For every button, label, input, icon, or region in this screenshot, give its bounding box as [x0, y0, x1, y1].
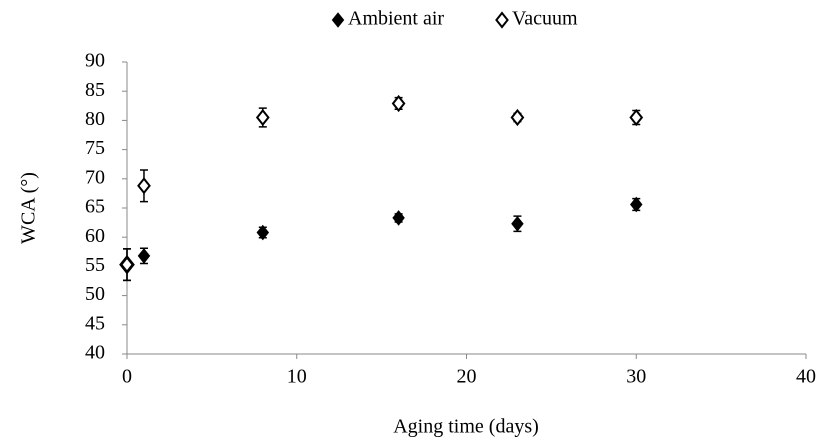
y-tick-label: 90	[85, 50, 105, 72]
legend-marker	[331, 12, 345, 28]
data-point	[392, 210, 405, 226]
y-tick-label: 80	[85, 108, 105, 130]
data-point	[391, 94, 406, 113]
data-point	[137, 248, 151, 264]
data-point	[255, 108, 270, 127]
y-tick-label: 40	[85, 342, 105, 364]
x-tick-label: 10	[287, 366, 307, 388]
data-point	[120, 256, 134, 274]
x-tick-label: 0	[122, 366, 132, 388]
legend-label: Ambient air	[348, 8, 444, 30]
data-point	[630, 196, 643, 213]
x-tick-label: 20	[457, 366, 477, 388]
y-tick-label: 50	[85, 283, 105, 305]
data-point	[137, 177, 151, 195]
data-point	[256, 224, 270, 241]
data-point	[510, 108, 525, 127]
data-point	[511, 215, 524, 232]
y-tick-label: 45	[85, 312, 105, 334]
y-tick-label: 55	[85, 254, 105, 276]
y-tick-label: 70	[85, 166, 105, 188]
data-point	[629, 108, 644, 127]
y-tick-label: 65	[85, 196, 105, 218]
legend-marker	[495, 11, 509, 29]
y-tick-label: 60	[85, 225, 105, 247]
y-tick-label: 75	[85, 137, 105, 159]
x-axis-label: Aging time (days)	[393, 416, 539, 438]
x-tick-label: 40	[796, 366, 816, 388]
x-tick-label: 30	[626, 366, 646, 388]
y-tick-label: 85	[85, 79, 105, 101]
y-axis-label: WCA (°)	[18, 172, 40, 244]
legend-label: Vacuum	[512, 8, 578, 30]
